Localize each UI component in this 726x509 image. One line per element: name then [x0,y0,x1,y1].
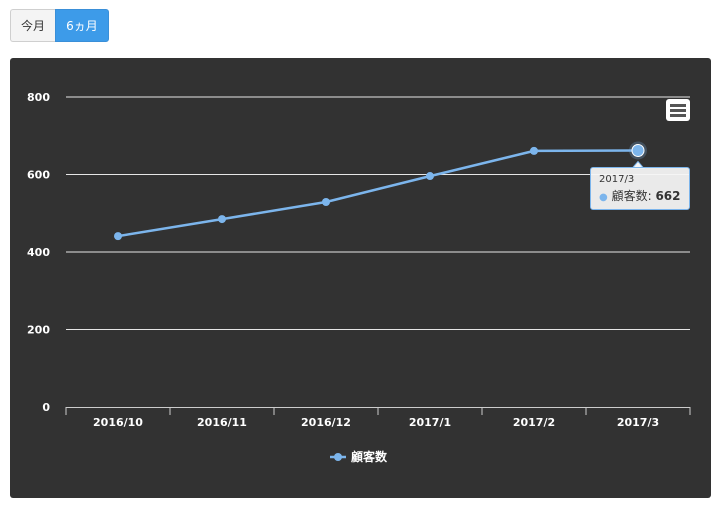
data-point [322,198,330,207]
data-point [631,143,645,157]
data-point [530,146,538,155]
tooltip-value: 662 [655,189,681,204]
y-tick-label: 600 [27,169,50,182]
y-tick-label: 400 [27,246,50,259]
legend-marker-icon [334,453,342,461]
tooltip-separator: : [647,189,652,204]
legend-label: 顧客数 [351,449,388,464]
x-tick-label: 2016/11 [197,416,247,429]
y-tick-label: 200 [27,324,50,337]
tooltip-series-name: 顧客数 [611,189,648,204]
chart-panel: 0 200 400 600 800 2016/10 2016/11 2016/12 2017/1… [10,58,711,498]
period-toggle: 今月 6ヵ月 [10,9,109,42]
data-point [114,232,122,241]
hamburger-menu-icon[interactable] [666,99,690,121]
data-point [218,215,226,224]
series-line [117,149,639,238]
line-chart: 0 200 400 600 800 2016/10 2016/11 2016/12 2017/1… [27,91,691,464]
x-tick-label: 2016/12 [301,416,351,429]
chart-tooltip: 2017/3 ● 顧客数: 662 [590,167,690,211]
tooltip-dot-icon: ● [599,192,608,204]
x-tick-label: 2017/1 [409,416,451,429]
x-tick-label: 2016/10 [93,416,143,429]
this-month-button[interactable]: 今月 [10,9,55,42]
x-tick-label: 2017/2 [513,416,555,429]
tooltip-category: 2017/3 [599,174,635,186]
data-point [426,172,434,181]
x-tick-label: 2017/3 [617,416,659,429]
y-tick-label: 800 [27,91,50,104]
six-months-button[interactable]: 6ヵ月 [55,9,109,42]
tooltip-row: ● 顧客数: 662 [599,187,681,204]
y-tick-label: 0 [42,401,50,414]
